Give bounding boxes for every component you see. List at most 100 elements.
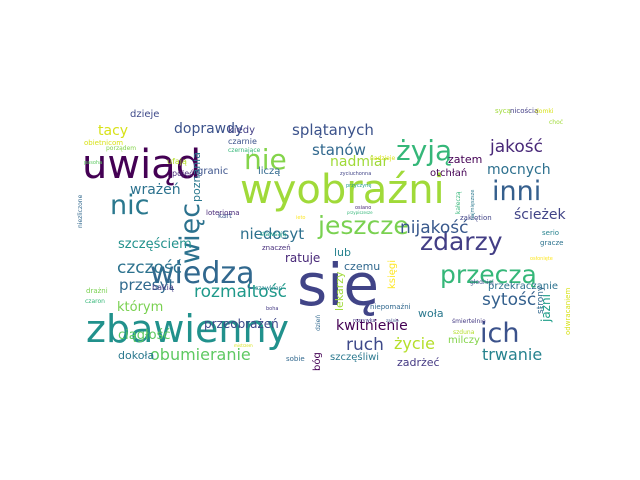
word-19: życie <box>394 334 435 353</box>
word-5: przeczą <box>440 260 537 289</box>
word-52: otchłań <box>430 167 467 179</box>
word-100: osiano <box>355 205 371 211</box>
word-3: zbawienny <box>86 307 289 351</box>
word-78: obietnicom <box>84 139 123 147</box>
word-56: szczęśliwi <box>330 351 379 363</box>
word-31: nadmiar <box>330 154 388 170</box>
word-34: którym <box>117 300 163 315</box>
word-61: pojęć <box>172 168 194 178</box>
word-38: poznania <box>190 152 203 202</box>
word-50: granic <box>197 166 228 177</box>
word-2: uwiąd <box>82 142 201 188</box>
word-81: śmiertelnie <box>452 318 486 325</box>
word-43: zadrżeć <box>397 356 440 369</box>
word-29: mocnych <box>487 162 551 178</box>
word-25: przesyt <box>119 276 174 294</box>
word-47: jaźni <box>539 294 553 323</box>
word-75: nadzieje <box>370 155 395 162</box>
word-72: gracze <box>540 239 563 247</box>
word-66: znaczeń <box>262 244 291 252</box>
word-82: sobie <box>286 355 305 363</box>
word-89: kałeczą <box>455 191 462 214</box>
word-85: drażni <box>86 287 108 295</box>
word-51: liczą <box>258 166 280 177</box>
word-83: szduna <box>453 329 475 336</box>
word-94: zaśnie <box>386 318 399 323</box>
word-98: boha <box>266 306 278 312</box>
word-0: się <box>297 251 379 319</box>
word-60: czarnie <box>228 137 257 146</box>
word-67: niepomaźni <box>370 303 411 311</box>
word-4: wiedzą <box>150 256 255 291</box>
word-13: nie <box>244 143 287 176</box>
word-22: kwitnienie <box>336 318 408 334</box>
word-27: stanów <box>312 141 366 159</box>
word-68: nicością <box>510 107 538 115</box>
word-6: jeszcze <box>317 211 409 240</box>
word-70: domki <box>535 108 554 115</box>
word-1: wyobraźni <box>240 167 445 213</box>
word-91: niezliczone <box>77 194 84 228</box>
word-53: lekarzy <box>333 271 346 311</box>
word-45: lub <box>334 246 351 259</box>
word-17: jakość <box>489 137 543 157</box>
word-88: pasoha <box>84 160 102 166</box>
word-86: czaron <box>85 298 105 305</box>
word-65: loterioma <box>206 209 240 217</box>
word-26: splątanych <box>292 121 374 139</box>
word-54: księgi <box>387 260 398 289</box>
word-9: nic <box>110 190 149 221</box>
word-76: zyciuchonna <box>340 171 371 177</box>
word-46: woła <box>418 307 444 320</box>
word-63: bakią <box>152 283 174 292</box>
word-93: mistrzem <box>234 343 253 348</box>
word-28: doprawdy <box>174 121 243 137</box>
word-48: kiedy <box>228 125 255 136</box>
word-20: trwanie <box>482 345 542 364</box>
word-73: przyczynę <box>346 183 371 189</box>
word-57: milczy <box>448 335 480 346</box>
word-36: przeobrażeń <box>204 317 279 331</box>
word-40: zatem <box>448 153 482 166</box>
word-16: rozmaitość <box>194 282 287 302</box>
word-37: tacy <box>98 123 128 139</box>
word-95: choć <box>549 119 563 126</box>
word-96: szawkian <box>255 285 283 292</box>
word-44: czemu <box>344 260 380 273</box>
word-21: ruch <box>346 335 384 355</box>
word-80: głodniej <box>470 279 494 286</box>
word-87: rozrywka <box>353 318 376 324</box>
word-90: stawsają <box>260 231 287 238</box>
word-30: ścieżek <box>514 207 566 223</box>
word-92: najmięszsze <box>470 190 476 221</box>
word-39: ratuje <box>285 251 320 265</box>
word-74: czernające <box>228 147 261 154</box>
word-15: sytość <box>482 290 536 310</box>
word-35: ciągłość <box>118 328 171 343</box>
word-32: wrażeń <box>130 182 181 198</box>
word-33: szczęściem <box>118 237 192 252</box>
word-11: żyją <box>396 134 452 167</box>
word-49: dzieje <box>130 109 159 120</box>
word-101: przypiszesze <box>347 210 373 215</box>
word-23: nijakość <box>400 218 468 238</box>
word-97: osłonięte <box>530 256 553 262</box>
word-55: bóg <box>311 352 323 371</box>
word-14: czczość <box>117 258 182 278</box>
word-99: ieto <box>296 215 306 221</box>
word-84: odwracaniem <box>564 288 572 335</box>
word-64: kart <box>218 212 232 220</box>
word-59: strony <box>536 285 546 314</box>
word-69: sycą <box>495 107 511 115</box>
word-24: niedosyt <box>240 225 304 243</box>
word-42: dokoła <box>118 349 154 362</box>
word-58: serio <box>542 229 559 237</box>
word-71: zakiętion <box>460 214 492 222</box>
word-7: zdarzy <box>420 227 503 256</box>
word-62: ufają <box>167 157 187 166</box>
word-77: dzień <box>315 315 322 331</box>
word-79: porządem <box>106 145 136 152</box>
word-41: przekraczanie <box>488 281 558 292</box>
word-8: ich <box>480 318 519 349</box>
